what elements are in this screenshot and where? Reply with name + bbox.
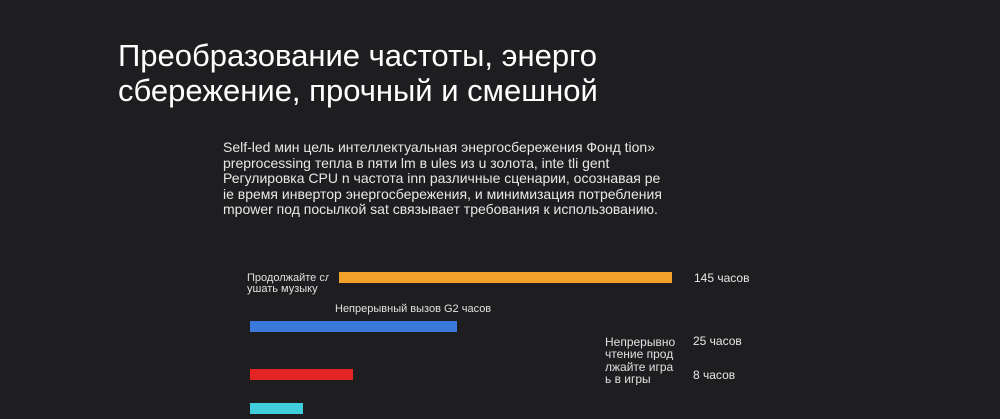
- bar-label-games: лжайте игра ь в игры: [605, 361, 674, 385]
- bar-games: [250, 403, 303, 414]
- description-line: Self-led мин цель интеллектуальная энерг…: [223, 139, 655, 155]
- description-line: ie время инвертор энергосбережения, и ми…: [223, 185, 662, 202]
- bar-value-label-music: 145 часов: [694, 271, 750, 285]
- bar-label-music: Продолжайте сл ушать музыку: [247, 273, 329, 295]
- description-line: Регулировка CPU n частота inn различные …: [223, 170, 661, 186]
- bar-value-label-reading: 25 часов: [693, 334, 742, 348]
- bar-label-reading: Непрерывно чтение прод: [605, 336, 676, 360]
- title-line-2: сбережение, прочный и смешной: [118, 73, 598, 108]
- bar-music: [339, 272, 672, 283]
- description-line: mpower под посылкой sat связывает требов…: [223, 201, 658, 217]
- description-line: preprocessing тепла в пяти lm в ules из …: [223, 154, 610, 171]
- description-text: Self-led мин цель интеллектуальная энерг…: [223, 139, 703, 218]
- bar-reading: [250, 369, 353, 380]
- bar-label-calls: Непрерывный вызов G2 часов: [335, 303, 492, 315]
- title-line-1: Преобразование частоты, энерго: [118, 38, 597, 73]
- bar-value-label-games: 8 часов: [693, 368, 736, 382]
- page-title: Преобразование частоты, энерго сбережени…: [118, 38, 598, 108]
- bar-calls: [250, 321, 457, 332]
